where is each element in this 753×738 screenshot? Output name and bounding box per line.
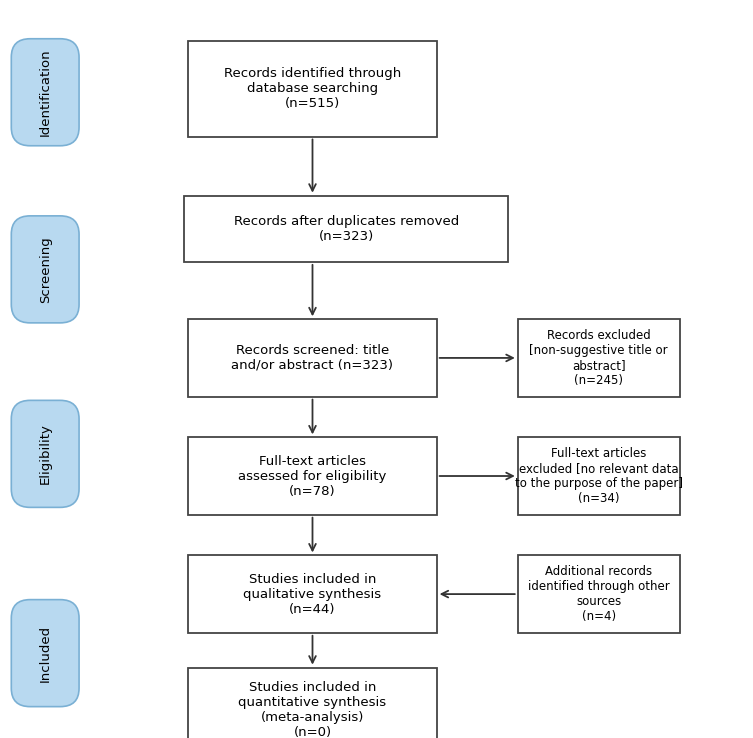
- FancyBboxPatch shape: [188, 319, 437, 397]
- FancyBboxPatch shape: [188, 41, 437, 137]
- FancyBboxPatch shape: [188, 555, 437, 632]
- FancyBboxPatch shape: [11, 38, 79, 146]
- Text: Additional records
identified through other
sources
(n=4): Additional records identified through ot…: [528, 565, 669, 623]
- FancyBboxPatch shape: [188, 667, 437, 738]
- Text: Studies included in
qualitative synthesis
(n=44): Studies included in qualitative synthesi…: [243, 573, 382, 615]
- FancyBboxPatch shape: [11, 400, 79, 508]
- FancyBboxPatch shape: [184, 196, 508, 262]
- Text: Records after duplicates removed
(n=323): Records after duplicates removed (n=323): [233, 215, 459, 243]
- FancyBboxPatch shape: [188, 437, 437, 515]
- FancyBboxPatch shape: [518, 319, 679, 397]
- FancyBboxPatch shape: [518, 437, 679, 515]
- FancyBboxPatch shape: [518, 555, 679, 632]
- Text: Records identified through
database searching
(n=515): Records identified through database sear…: [224, 67, 401, 110]
- Text: Screening: Screening: [38, 236, 52, 303]
- Text: Full-text articles
excluded [no relevant data
to the purpose of the paper]
(n=34: Full-text articles excluded [no relevant…: [514, 447, 683, 505]
- Text: Records excluded
[non-suggestive title or
abstract]
(n=245): Records excluded [non-suggestive title o…: [529, 329, 668, 387]
- Text: Included: Included: [38, 624, 52, 682]
- Text: Records screened: title
and/or abstract (n=323): Records screened: title and/or abstract …: [231, 344, 394, 372]
- FancyBboxPatch shape: [11, 215, 79, 323]
- FancyBboxPatch shape: [11, 599, 79, 707]
- Text: Identification: Identification: [38, 49, 52, 136]
- Text: Full-text articles
assessed for eligibility
(n=78): Full-text articles assessed for eligibil…: [238, 455, 387, 497]
- Text: Studies included in
quantitative synthesis
(meta-analysis)
(n=0): Studies included in quantitative synthes…: [239, 681, 386, 738]
- Text: Eligibility: Eligibility: [38, 424, 52, 484]
